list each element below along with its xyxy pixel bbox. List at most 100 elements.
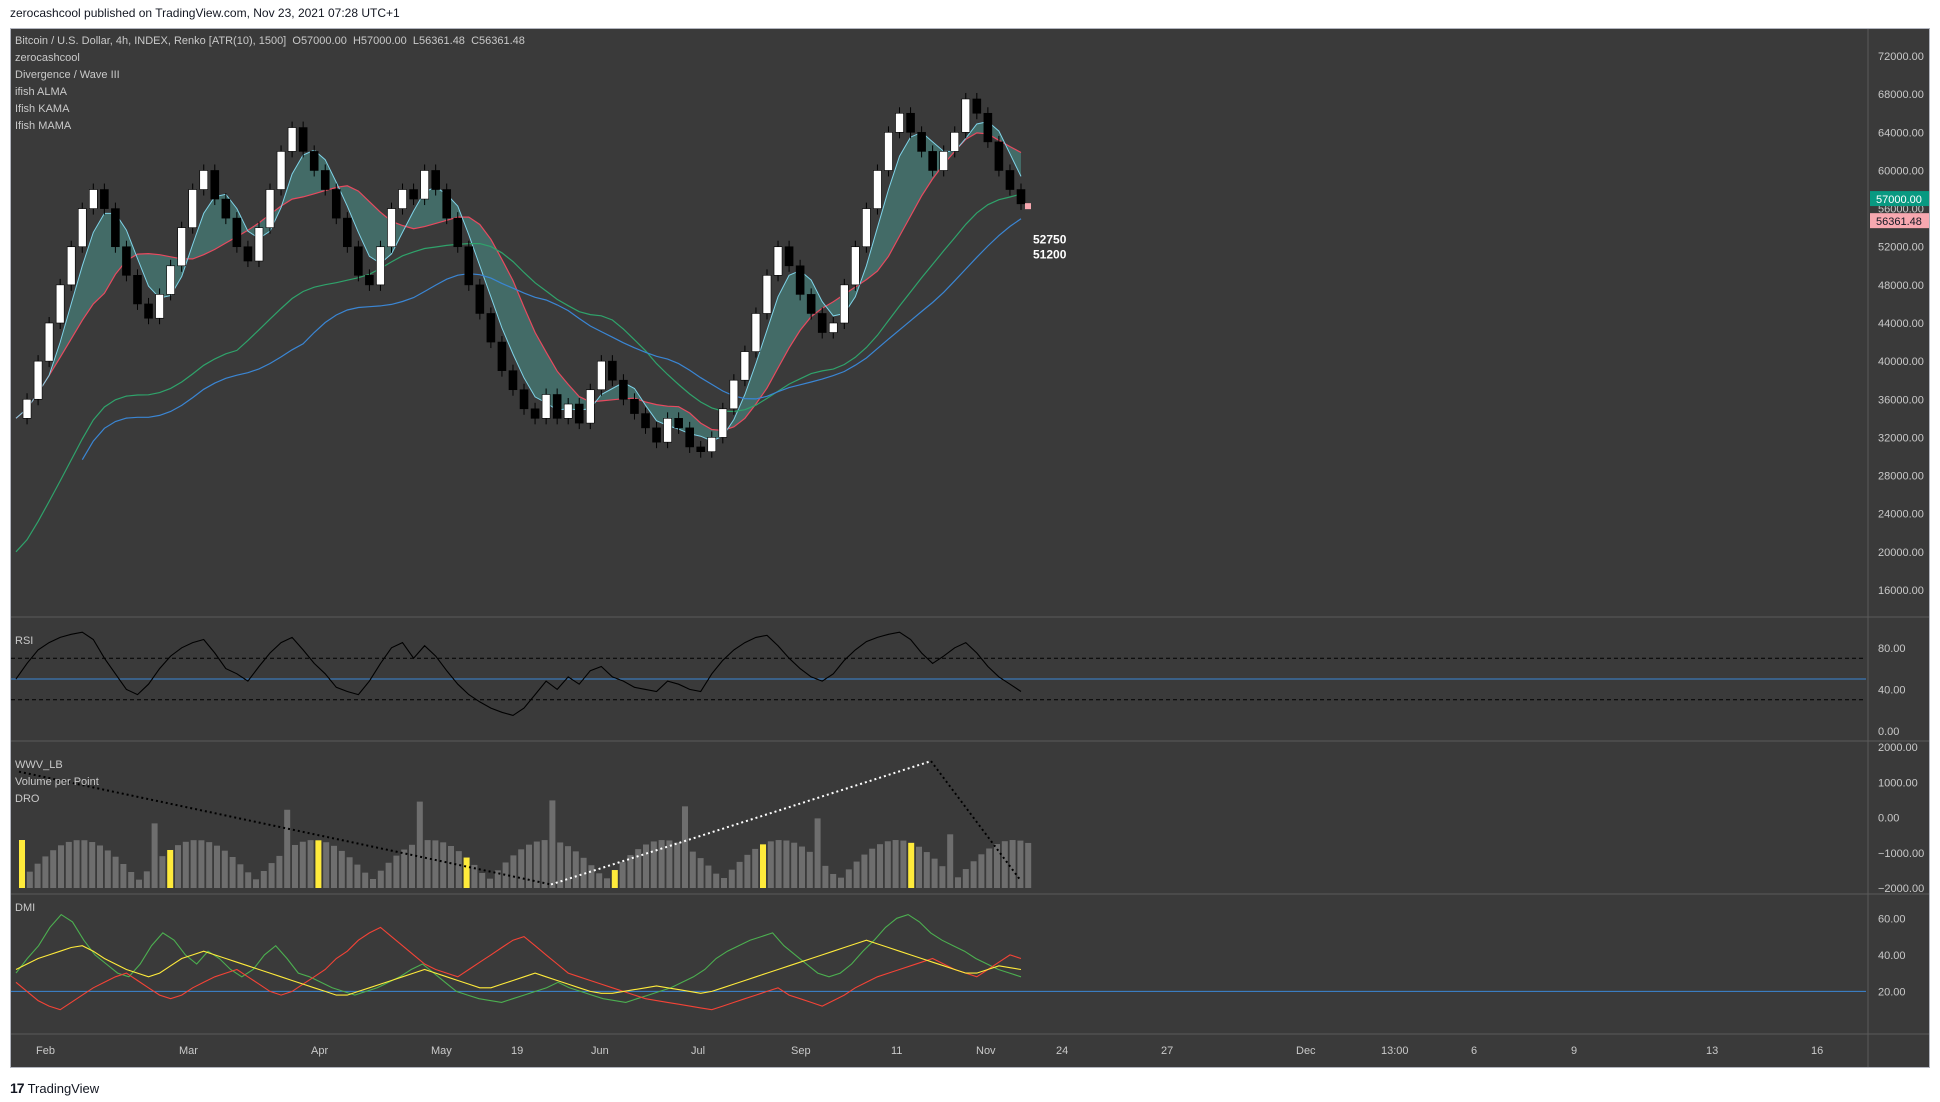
renko-down-brick [795,265,805,295]
time-axis-label: 13:00 [1381,1045,1409,1057]
wwv-tick-label: 2000.00 [1878,742,1918,754]
indicator-legend-2[interactable]: Divergence / Wave III [15,69,120,81]
volume-bar [892,840,899,888]
volume-bar [838,877,844,888]
wwv-tick-label: 0.00 [1878,813,1899,825]
volume-bar [565,846,571,888]
chart-area[interactable]: 72000.00 68000.00 64000.00 60000.00 56000.00… [10,28,1930,1068]
volume-bar [198,840,205,888]
time-axis-label: Apr [311,1045,328,1057]
ohlc-low: 56361.48 [419,35,465,47]
volume-bar [572,851,579,888]
volume-bar [627,855,634,888]
chart-canvas[interactable]: 72000.00 68000.00 64000.00 60000.00 56000.00… [11,29,1929,1067]
rsi-tick-label: 0.00 [1878,726,1899,738]
price-tick-label: 28000.00 [1878,471,1924,483]
renko-down-brick [221,198,231,219]
volume-bar [728,869,735,888]
renko-up-brick [895,112,904,133]
ma-cloud-fill [16,121,1021,441]
volume-bar [510,855,517,888]
volume-bar [315,840,322,888]
indicator-legend-5[interactable]: Ifish MAMA [15,120,72,132]
renko-down-brick [817,313,827,333]
volume-bar [409,844,415,888]
wwv-trend-down [18,770,552,886]
dmi-plus-line [15,913,1022,1003]
renko-down-brick [619,379,628,400]
renko-down-brick [928,151,937,171]
volume-bar [221,850,228,888]
volume-bar [518,849,525,888]
volume-bar [908,842,915,888]
volume-bar [136,879,142,888]
ma-value-label: 51200 [1033,247,1067,261]
wwv-subtitle-1[interactable]: Volume per Point [15,776,99,788]
volume-bar [962,869,969,888]
price-tick-label: 20000.00 [1878,547,1924,559]
tradingview-logo-icon[interactable]: 17 [10,1080,25,1096]
volume-bar [533,841,540,888]
volume-bar [346,857,353,888]
time-axis-label: Dec [1296,1045,1316,1057]
rsi-title[interactable]: RSI [15,635,34,647]
volume-bar [619,862,626,888]
time-axis-label: 9 [1571,1045,1577,1057]
volume-bar [276,855,283,888]
price-tick-label: 68000.00 [1878,89,1924,101]
renko-up-brick [177,227,186,267]
green-ma-line [15,193,1022,553]
indicator-legend-4[interactable]: Ifish KAMA [15,103,70,115]
renko-down-brick [608,360,617,381]
renko-down-brick [309,151,319,171]
volume-bar [697,858,704,888]
volume-bar [143,871,150,888]
renko-down-brick [111,208,120,248]
renko-up-brick [155,294,164,319]
time-axis-label: 16 [1811,1045,1823,1057]
renko-up-brick [398,189,407,209]
volume-bar [721,877,727,888]
renko-up-brick [265,189,275,228]
renko-down-brick [210,170,220,200]
volume-bar [120,863,127,888]
price-tick-label: 16000.00 [1878,585,1924,597]
wwv-tick-label: −2000.00 [1878,883,1924,895]
volume-bar [853,861,860,888]
renko-down-brick [243,246,253,262]
wwv-title[interactable]: WWV_LB [15,759,63,771]
ohlc-high: 57000.00 [360,35,407,47]
renko-up-brick [276,151,286,190]
volume-bar [34,863,41,888]
dmi-title[interactable]: DMI [15,902,36,914]
dmi-tick-label: 40.00 [1878,950,1906,962]
volume-bar [705,865,712,888]
renko-down-brick [232,217,242,248]
renko-down-brick [994,141,1004,171]
renko-up-brick [773,246,783,276]
renko-up-brick [828,322,838,333]
footer-brand[interactable]: TradingView [27,1080,100,1096]
volume-bar [806,851,813,888]
renko-down-brick [331,189,341,219]
renko-down-brick [519,389,529,410]
indicator-legend-3[interactable]: ifish ALMA [15,86,67,98]
volume-bar [393,855,400,888]
volume-bar [416,801,423,888]
volume-bar [175,845,181,888]
volume-bar [791,842,798,888]
volume-bar [947,834,954,888]
symbol-title: Bitcoin / U.S. Dollar, 4h, INDEX, Renko … [15,35,287,47]
dmi-minus-line [15,926,1022,1011]
volume-bar [650,841,657,888]
wwv-tick-label: −1000.00 [1878,848,1924,860]
indicator-legend-1[interactable]: zerocashcool [15,52,80,64]
renko-down-brick [133,275,142,305]
time-axis-label: Sep [791,1045,811,1057]
volume-bar [830,873,837,888]
wwv-subtitle-2[interactable]: DRO [15,793,40,805]
volume-bar [377,870,384,888]
volume-bar [658,840,665,888]
price-tick-label: 60000.00 [1878,165,1924,177]
time-axis-label: Mar [179,1045,198,1057]
